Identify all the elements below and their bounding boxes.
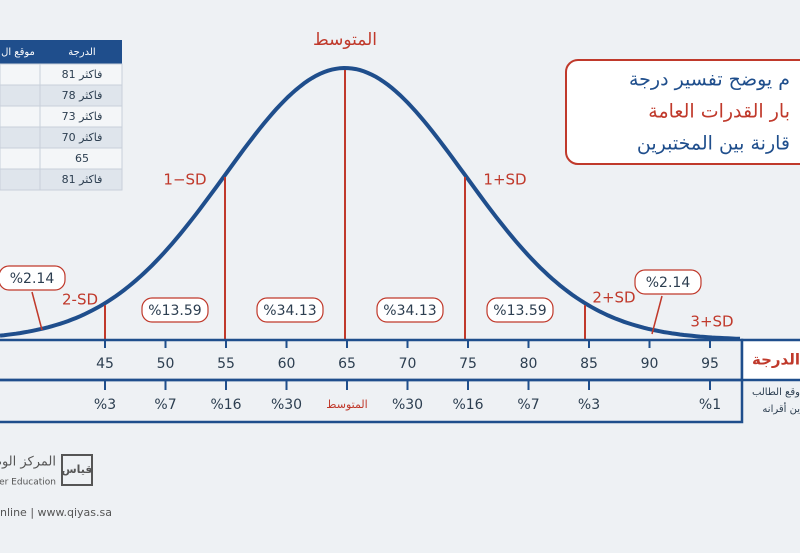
table-header xyxy=(0,40,122,64)
table-header-cell: موقع ال xyxy=(1,47,35,58)
sd-lines xyxy=(104,70,586,340)
score-label: 65 xyxy=(338,356,356,372)
percent-box xyxy=(141,297,209,323)
rank-label: %30 xyxy=(392,397,423,413)
title-line: بار القدرات العامة xyxy=(648,101,790,123)
title-box xyxy=(565,59,800,165)
rank-row-label: ين أقرانه xyxy=(762,402,800,415)
rank-label: %7 xyxy=(154,397,176,413)
title-line: قارنة بين المختبرين xyxy=(637,133,790,155)
mean-label: المتوسط xyxy=(313,30,377,50)
table-row xyxy=(0,147,123,170)
table-cell: 78 فاكثر xyxy=(62,89,103,102)
org-name: المركز الوطني xyxy=(0,455,56,470)
score-label: 45 xyxy=(96,356,114,372)
rank-label: %3 xyxy=(578,397,600,413)
rank-row xyxy=(0,378,744,424)
rank-label: %1 xyxy=(699,397,721,413)
score-label: 50 xyxy=(157,356,175,372)
table-row xyxy=(0,168,123,191)
score-label: 90 xyxy=(641,356,659,372)
score-row-label: الدرجة xyxy=(752,351,800,369)
title-line: م يوضح تفسير درجة xyxy=(629,69,790,91)
sd-label: 2+SD xyxy=(592,289,635,307)
rank-label: %16 xyxy=(452,397,483,413)
percent-boxes: %2.14 %13.59 %34.13 %34.13 %13.59 %2.14 xyxy=(0,265,702,335)
bell-curve xyxy=(0,65,741,341)
logo-mark xyxy=(61,454,93,486)
percent-label: %2.14 xyxy=(646,275,691,291)
table-cell: 70 فاكثر xyxy=(62,131,103,144)
table-header-cell: الدرجة xyxy=(68,47,95,58)
score-label: 75 xyxy=(459,356,477,372)
percent-box xyxy=(0,265,66,291)
score-label: 70 xyxy=(399,356,417,372)
sd-label: 1+SD xyxy=(483,171,526,189)
org-name-en: gher Education xyxy=(0,478,56,488)
rank-label: المتوسط xyxy=(326,398,367,411)
sd-label: 1−SD xyxy=(163,171,206,189)
table-body: 81 فاكثر 78 فاكثر 73 فاكثر 70 فاكثر 65 81 فاك… xyxy=(0,63,123,191)
percent-label: %13.59 xyxy=(493,303,546,319)
percent-box xyxy=(256,297,324,323)
sd-label: 2-SD xyxy=(62,291,98,309)
score-label: 60 xyxy=(278,356,296,372)
score-label: 55 xyxy=(217,356,235,372)
pointer xyxy=(31,291,43,331)
score-label: 80 xyxy=(520,356,538,372)
score-label: 85 xyxy=(580,356,598,372)
percent-box xyxy=(486,297,554,323)
percent-box xyxy=(376,297,444,323)
table-cell: 73 فاكثر xyxy=(62,110,103,123)
table-cell: 81 فاكثر xyxy=(62,173,103,186)
percent-box xyxy=(634,269,702,295)
percent-label: %2.14 xyxy=(10,271,55,287)
rank-label: %3 xyxy=(94,397,116,413)
score-row-label-box xyxy=(740,338,800,382)
percent-label: %13.59 xyxy=(148,303,201,319)
rank-row-label: وقع الطالب xyxy=(752,387,800,398)
sd-label: 3+SD xyxy=(690,313,733,331)
rank-label: %7 xyxy=(517,397,539,413)
table-cell: 65 xyxy=(75,152,89,165)
pointer xyxy=(651,295,663,335)
score-label: 95 xyxy=(701,356,719,372)
row-values: 45 50 55 60 65 70 75 80 85 90 95 %3 %7 %16 %30 المتوسط%… xyxy=(94,340,721,413)
rank-label: %16 xyxy=(210,397,241,413)
rank-label: %30 xyxy=(271,397,302,413)
website: nline | www.qiyas.sa xyxy=(0,506,112,519)
percent-label: %34.13 xyxy=(383,303,436,319)
table-cell: 81 فاكثر xyxy=(62,68,103,81)
brand: قياس xyxy=(61,463,92,476)
percent-label: %34.13 xyxy=(263,303,316,319)
